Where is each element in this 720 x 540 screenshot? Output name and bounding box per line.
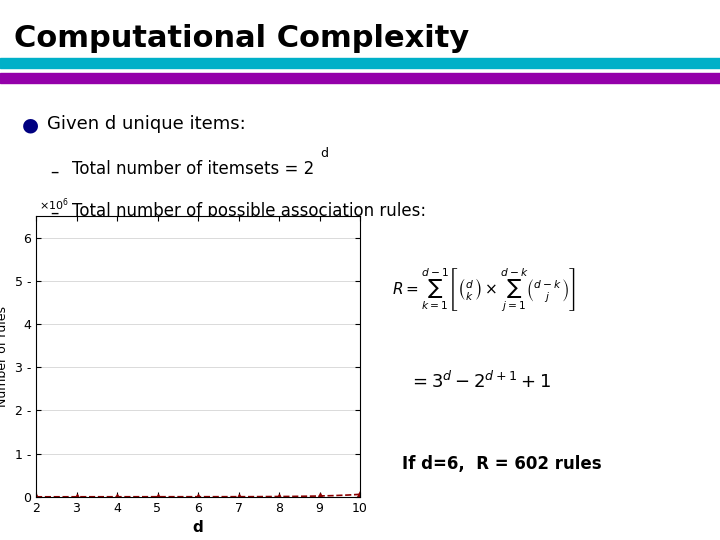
Text: Total number of itemsets = 2: Total number of itemsets = 2 — [72, 160, 314, 178]
Text: Computational Complexity: Computational Complexity — [14, 24, 469, 53]
Text: ●: ● — [22, 115, 39, 134]
Text: Given d unique items:: Given d unique items: — [47, 115, 246, 133]
Text: $\times 10^6$: $\times 10^6$ — [40, 197, 69, 213]
Text: Total number of possible association rules:: Total number of possible association rul… — [72, 202, 426, 220]
Text: –: – — [50, 204, 59, 222]
Text: d: d — [320, 147, 328, 160]
X-axis label: d: d — [193, 520, 203, 535]
Text: $R = \sum_{k=1}^{d-1}\left[\binom{d}{k}\times\sum_{j=1}^{d-k}\binom{d-k}{j}\righ: $R = \sum_{k=1}^{d-1}\left[\binom{d}{k}\… — [392, 267, 576, 314]
Bar — [0, 73, 720, 83]
Text: –: – — [50, 163, 59, 180]
Text: If d=6,  R = 602 rules: If d=6, R = 602 rules — [402, 455, 602, 472]
Y-axis label: Number of rules: Number of rules — [0, 306, 9, 407]
Bar — [0, 58, 720, 68]
Text: $= 3^d - 2^{d+1} + 1$: $= 3^d - 2^{d+1} + 1$ — [409, 370, 551, 392]
